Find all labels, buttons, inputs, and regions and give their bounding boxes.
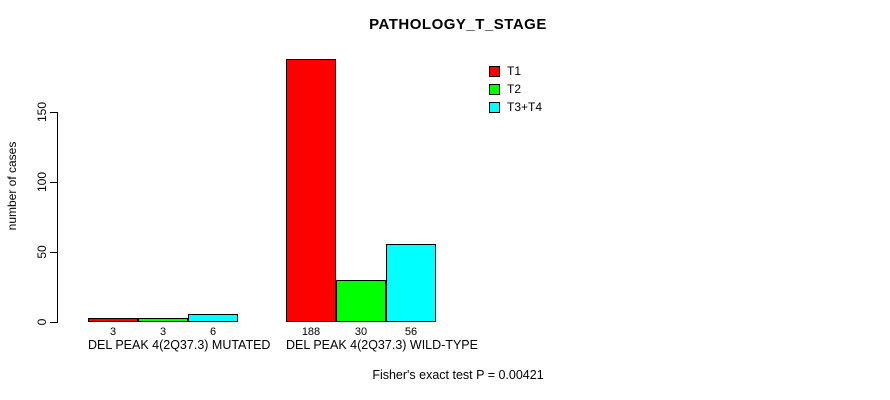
chart-title: PATHOLOGY_T_STAGE [369, 16, 547, 33]
bar-T3+T4-group2 [386, 244, 436, 322]
category-label: DEL PEAK 4(2Q37.3) WILD-TYPE [286, 338, 478, 352]
legend-swatch-T2 [489, 83, 500, 95]
bar-T1-group1 [88, 318, 138, 322]
y-axis-tick [50, 182, 58, 183]
bar-value-label: 3 [109, 326, 117, 338]
stat-test-annotation: Fisher's exact test P = 0.00421 [372, 368, 544, 382]
legend: T1 T2 T3+T4 [489, 62, 542, 116]
y-axis-title: number of cases [5, 141, 19, 231]
legend-label: T1 [507, 64, 522, 78]
bar-T3+T4-group1 [188, 314, 238, 322]
legend-label: T2 [507, 82, 522, 96]
legend-label: T3+T4 [507, 100, 543, 114]
legend-entry: T3+T4 [489, 98, 542, 116]
y-axis-tick-label: 0 [35, 318, 49, 326]
legend-swatch-T1 [489, 65, 500, 77]
legend-entry: T2 [489, 80, 542, 98]
bar-value-label: 30 [354, 326, 368, 338]
bar-T2-group2 [336, 280, 386, 322]
bar-value-label: 6 [209, 326, 217, 338]
y-axis-line [57, 112, 58, 323]
legend-entry: T1 [489, 62, 542, 80]
bar-value-label: 56 [404, 326, 418, 338]
y-axis-tick-label: 150 [35, 101, 49, 123]
y-axis-tick [50, 112, 58, 113]
legend-swatch-T3+T4 [489, 101, 500, 113]
category-label: DEL PEAK 4(2Q37.3) MUTATED [88, 338, 271, 352]
bar-T2-group1 [138, 318, 188, 322]
y-axis-tick [50, 252, 58, 253]
y-axis-tick [50, 322, 58, 323]
y-axis-tick-label: 50 [35, 245, 49, 259]
bar-T1-group2 [286, 59, 336, 322]
bar-value-label: 3 [159, 326, 167, 338]
y-axis-tick-label: 100 [35, 171, 49, 193]
bar-value-label: 188 [301, 326, 321, 338]
